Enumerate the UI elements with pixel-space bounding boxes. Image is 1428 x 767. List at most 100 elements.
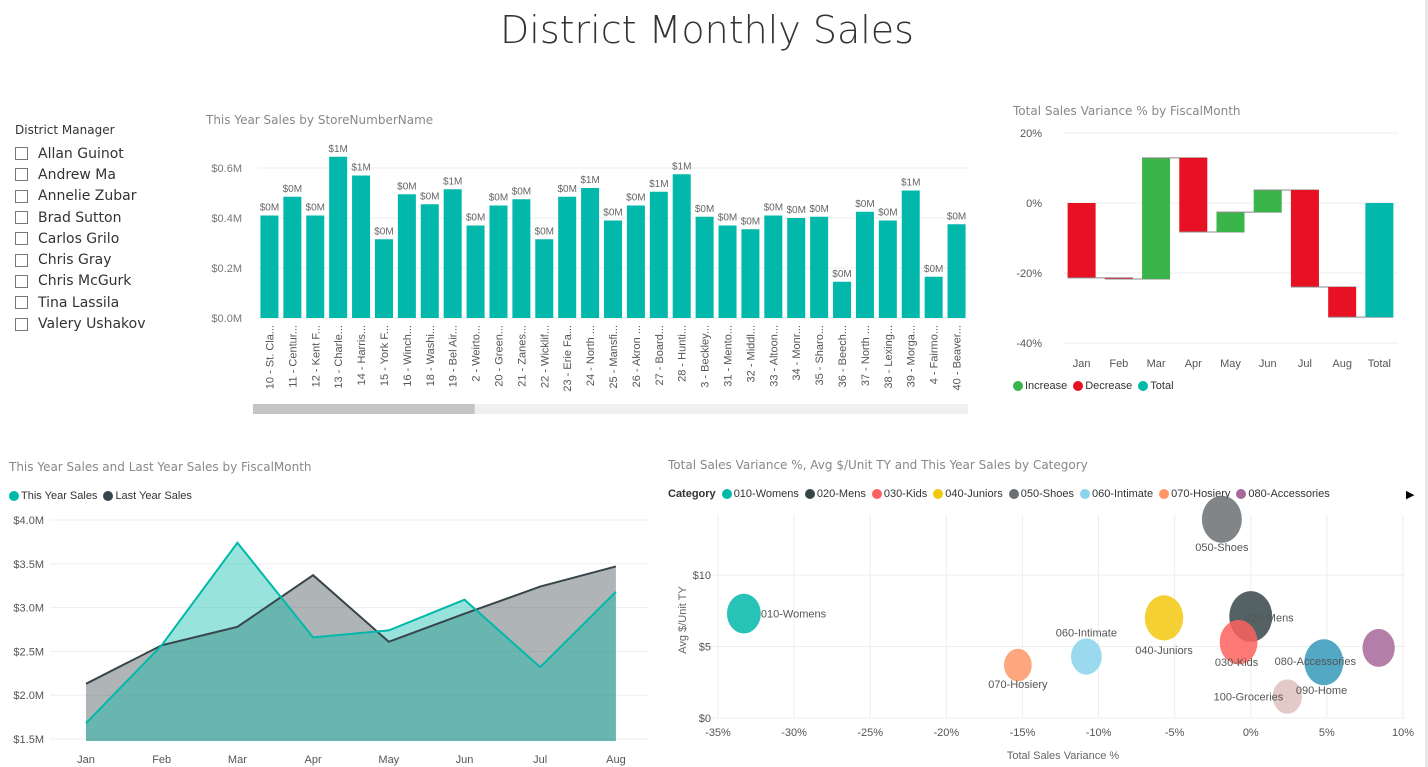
legend-item[interactable]: 050-Shoes [1008, 488, 1074, 500]
y-tick-label: -40% [1016, 338, 1042, 350]
checkbox[interactable] [15, 168, 28, 182]
x-tick-label: 2 - Weirto... [471, 325, 483, 382]
legend-item[interactable]: 080-Accessories [1236, 488, 1330, 500]
data-label: $0M [603, 208, 622, 219]
legend-item[interactable]: 020-Mens [804, 488, 866, 500]
slicer-item[interactable]: Chris Gray [15, 249, 146, 270]
slicer-item-label: Annelie Zubar [38, 188, 137, 205]
y-tick-label: $4.0M [13, 515, 44, 527]
y-tick-label: $0.0M [211, 313, 242, 325]
checkbox[interactable] [15, 147, 28, 161]
legend-decrease[interactable]: Decrease [1073, 380, 1132, 392]
bar [810, 216, 829, 318]
bar [420, 204, 439, 318]
waterfall-bar [1067, 203, 1096, 278]
bar [374, 239, 393, 318]
x-tick-label: -20% [933, 727, 959, 739]
legend-item[interactable]: 030-Kids [871, 488, 927, 500]
x-tick-label: Feb [152, 754, 171, 766]
slicer-item[interactable]: Brad Sutton [15, 207, 146, 228]
scrollbar-thumb[interactable] [253, 404, 475, 414]
bar [397, 194, 416, 318]
data-label: $0M [695, 204, 714, 215]
y-tick-label: $3.5M [13, 559, 44, 571]
bar [283, 196, 302, 318]
slicer-item[interactable]: Carlos Grilo [15, 228, 146, 249]
bubble-label: 100-Groceries [1214, 692, 1284, 704]
x-tick-label: 24 - North ... [585, 325, 597, 386]
waterfall-bar [1253, 190, 1282, 213]
data-label: $1M [649, 179, 668, 190]
data-label: $0M [466, 213, 485, 224]
bubble [726, 593, 761, 634]
x-tick-label: 35 - Sharo... [814, 325, 826, 386]
horizontal-scrollbar[interactable] [253, 404, 968, 414]
checkbox[interactable] [15, 296, 28, 310]
bubble [1070, 638, 1102, 675]
data-label: $0M [374, 226, 393, 237]
data-label: $1M [443, 176, 462, 187]
x-tick-label: 14 - Harris... [356, 325, 368, 386]
slicer-item[interactable]: Valery Ushakov [15, 313, 146, 334]
data-label: $0M [489, 193, 508, 204]
slicer-item-label: Carlos Grilo [38, 230, 120, 247]
x-tick-label: 18 - Washi... [425, 325, 437, 386]
x-tick-label: 0% [1243, 727, 1259, 739]
slicer-item[interactable]: Tina Lassila [15, 292, 146, 313]
y-tick-label: $0.4M [211, 213, 242, 225]
checkbox[interactable] [15, 189, 28, 203]
y-tick-label: $1.5M [13, 734, 44, 746]
slicer-title: District Manager [15, 123, 115, 137]
data-label: $0M [512, 186, 531, 197]
checkbox[interactable] [15, 253, 28, 267]
slicer-item[interactable]: Chris McGurk [15, 271, 146, 292]
checkbox[interactable] [15, 232, 28, 246]
x-tick-label: 10% [1392, 727, 1414, 739]
data-label: $0M [626, 193, 645, 204]
x-tick-label: Jan [77, 754, 95, 766]
x-tick-label: Apr [1185, 358, 1202, 370]
slicer-item[interactable]: Andrew Ma [15, 164, 146, 185]
checkbox[interactable] [15, 274, 28, 288]
page-scrollbar[interactable] [1425, 0, 1428, 767]
data-label: $0M [855, 199, 874, 210]
checkbox[interactable] [15, 317, 28, 331]
slicer-item-label: Brad Sutton [38, 209, 122, 226]
x-tick-label: -25% [857, 727, 883, 739]
x-tick-label: 23 - Erie Fa... [562, 325, 574, 392]
legend-this-year[interactable]: This Year Sales [9, 490, 97, 502]
legend-total[interactable]: Total [1138, 380, 1174, 392]
data-label: $0M [557, 184, 576, 195]
data-label: $0M [260, 203, 279, 214]
data-label: $1M [328, 144, 347, 155]
district-manager-slicer: District Manager Allan Guinot Andrew Ma An… [15, 123, 146, 335]
checkbox[interactable] [15, 211, 28, 225]
y-tick-label: $0.6M [211, 163, 242, 175]
data-label: $0M [741, 216, 760, 227]
data-label: $0M [947, 211, 966, 222]
bubble [1272, 679, 1302, 714]
x-tick-label: 27 - Board... [654, 325, 666, 386]
bar [329, 156, 348, 318]
x-tick-label: 31 - Mento... [723, 325, 735, 387]
x-tick-label: 3 - Beckley... [700, 325, 712, 388]
bubble-label: 020-Mens [1245, 612, 1294, 624]
legend-item[interactable]: 010-Womens [721, 488, 799, 500]
bar [855, 211, 874, 318]
x-tick-label: 4 - Fairmo... [929, 325, 941, 384]
slicer-item[interactable]: Annelie Zubar [15, 186, 146, 207]
line-last-year [85, 565, 617, 685]
triangle-right-icon[interactable]: ▶ [1406, 488, 1415, 501]
legend-last-year[interactable]: Last Year Sales [103, 490, 192, 502]
legend-item[interactable]: 040-Juniors [933, 488, 1003, 500]
x-tick-label: 26 - Akron ... [631, 325, 643, 387]
data-label: $0M [832, 269, 851, 280]
bar [718, 225, 737, 318]
legend-increase[interactable]: Increase [1013, 380, 1067, 392]
area-legend: This Year Sales Last Year Sales [9, 490, 196, 502]
legend-item[interactable]: 060-Intimate [1079, 488, 1153, 500]
slicer-item[interactable]: Allan Guinot [15, 143, 146, 164]
bubble [1219, 619, 1258, 665]
slicer-item-label: Chris Gray [38, 252, 112, 269]
x-tick-label: 37 - North ... [860, 325, 872, 386]
